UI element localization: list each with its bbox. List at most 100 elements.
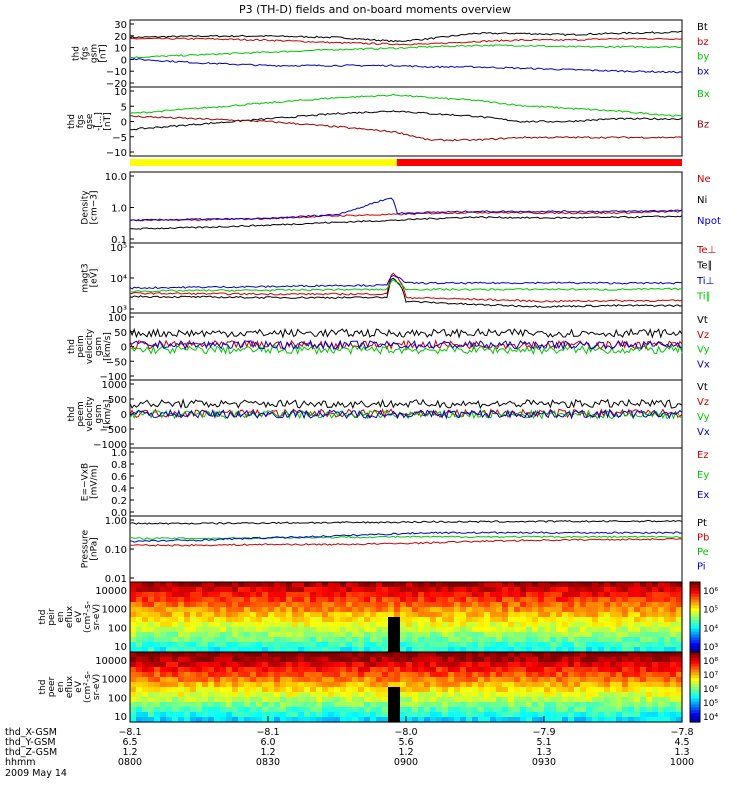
heatmap-cell (634, 682, 641, 688)
heatmap-cell (256, 612, 263, 618)
heatmap-cell (208, 667, 215, 673)
heatmap-cell (202, 672, 209, 678)
heatmap-cell (388, 697, 395, 703)
heatmap-cell (280, 677, 287, 683)
heatmap-cell (226, 687, 233, 693)
heatmap-cell (664, 652, 671, 658)
heatmap-cell (622, 697, 629, 703)
heatmap-cell (208, 597, 215, 603)
heatmap-cell (142, 652, 149, 658)
y-tick-label: 1000 (102, 380, 127, 391)
heatmap-cell (472, 592, 479, 598)
heatmap-cell (676, 677, 683, 683)
heatmap-cell (598, 712, 605, 718)
heatmap-cell (286, 672, 293, 678)
heatmap-cell (490, 672, 497, 678)
colorbar-cell (690, 640, 700, 644)
heatmap-cell (514, 717, 521, 723)
heatmap-cell (580, 657, 587, 663)
heatmap-cell (226, 627, 233, 633)
heatmap-cell (490, 587, 497, 593)
heatmap-cell (328, 662, 335, 668)
heatmap-cell (622, 592, 629, 598)
heatmap-cell (604, 607, 611, 613)
heatmap-cell (262, 662, 269, 668)
heatmap-cell (418, 652, 425, 658)
heatmap-cell (268, 597, 275, 603)
heatmap-cell (250, 617, 257, 623)
heatmap-cell (502, 597, 509, 603)
heatmap-cell (304, 697, 311, 703)
heatmap-cell (358, 677, 365, 683)
heatmap-cell (538, 712, 545, 718)
heatmap-cell (472, 707, 479, 713)
heatmap-cell (610, 687, 617, 693)
heatmap-cell (616, 657, 623, 663)
heatmap-cell (340, 667, 347, 673)
heatmap-cell (478, 587, 485, 593)
colorbar-cell (690, 675, 700, 679)
y-tick-label: −1000 (93, 440, 127, 451)
heatmap-cell (202, 687, 209, 693)
heatmap-cell (160, 627, 167, 633)
heatmap-cell (172, 617, 179, 623)
heatmap-cell (424, 697, 431, 703)
heatmap-cell (226, 672, 233, 678)
heatmap-cell (466, 677, 473, 683)
y-tick-label: 0.2 (111, 496, 127, 507)
heatmap-cell (646, 627, 653, 633)
heatmap-cell (556, 607, 563, 613)
heatmap-cell (556, 627, 563, 633)
heatmap-cell (166, 587, 173, 593)
heatmap-cell (448, 682, 455, 688)
heatmap-cell (514, 702, 521, 708)
heatmap-cell (532, 662, 539, 668)
heatmap-cell (418, 627, 425, 633)
heatmap-cell (400, 612, 407, 618)
panel-frame (129, 171, 683, 244)
heatmap-cell (364, 687, 371, 693)
heatmap-cell (352, 697, 359, 703)
heatmap-cell (496, 602, 503, 608)
heatmap-cell (160, 662, 167, 668)
heatmap-cell (400, 702, 407, 708)
heatmap-cell (262, 607, 269, 613)
heatmap-cell (244, 652, 251, 658)
heatmap-cell (430, 667, 437, 673)
heatmap-cell (424, 632, 431, 638)
heatmap-cell (652, 587, 659, 593)
heatmap-cell (574, 622, 581, 628)
heatmap-cell (322, 622, 329, 628)
heatmap-cell (322, 657, 329, 663)
heatmap-cell (304, 677, 311, 683)
heatmap-cell (400, 617, 407, 623)
heatmap-cell (502, 692, 509, 698)
heatmap-cell (406, 597, 413, 603)
heatmap-cell (220, 647, 227, 653)
heatmap-cell (340, 707, 347, 713)
heatmap-cell (628, 677, 635, 683)
heatmap-cell (478, 687, 485, 693)
heatmap-cell (346, 712, 353, 718)
heatmap-cell (136, 602, 143, 608)
heatmap-cell (442, 607, 449, 613)
heatmap-cell (406, 717, 413, 723)
heatmap-cell (358, 667, 365, 673)
heatmap-cell (364, 682, 371, 688)
heatmap-cell (586, 702, 593, 708)
heatmap-cell (520, 647, 527, 653)
heatmap-cell (430, 657, 437, 663)
heatmap-cell (388, 707, 395, 713)
heatmap-cell (172, 692, 179, 698)
heatmap-cell (406, 697, 413, 703)
heatmap-cell (616, 627, 623, 633)
heatmap-cell (478, 672, 485, 678)
heatmap-cell (406, 642, 413, 648)
heatmap-cell (250, 622, 257, 628)
colorbar-cell (690, 687, 700, 691)
heatmap-cell (208, 687, 215, 693)
heatmap-cell (334, 707, 341, 713)
heatmap-cell (280, 592, 287, 598)
heatmap-cell (430, 592, 437, 598)
